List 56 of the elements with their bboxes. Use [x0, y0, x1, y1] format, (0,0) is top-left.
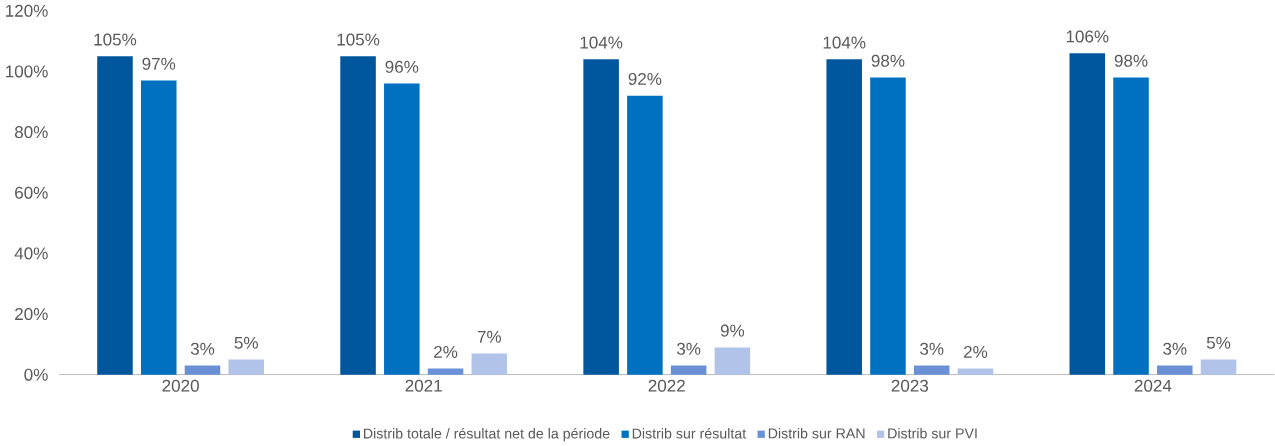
bar [1157, 365, 1193, 375]
bar [913, 365, 950, 375]
legend-label: Distrib sur résultat [632, 427, 747, 439]
x-tick-label: 2023 [891, 379, 929, 392]
bar [1113, 77, 1149, 375]
data-label: 7% [477, 330, 502, 343]
data-label: 3% [920, 342, 944, 355]
data-label: 105% [94, 33, 137, 46]
data-label: 2% [963, 345, 988, 358]
data-label: 104% [823, 36, 866, 49]
bar [670, 365, 707, 375]
data-label: 98% [871, 54, 905, 67]
y-tick-label: 0% [24, 368, 48, 381]
y-tick-label: 60% [15, 186, 48, 199]
data-label: 2% [434, 345, 458, 358]
data-label: 5% [1206, 336, 1231, 349]
legend-label: Distrib totale / résultat net de la période [364, 427, 610, 442]
data-label: 3% [190, 342, 215, 355]
bar [627, 95, 663, 375]
y-tick-label: 40% [14, 247, 48, 260]
bar [184, 365, 221, 375]
data-label: 96% [385, 60, 419, 73]
bar [471, 353, 508, 375]
data-label: 97% [142, 57, 176, 70]
data-label: 9% [720, 324, 745, 337]
y-tick-label: 100% [6, 65, 48, 78]
data-label: 98% [1114, 54, 1148, 67]
y-tick-label: 80% [14, 125, 48, 138]
x-tick-label: 2022 [648, 379, 685, 392]
y-tick-label: 20% [15, 307, 48, 320]
data-label: 104% [580, 36, 623, 49]
bar [340, 56, 376, 375]
bar [1200, 359, 1237, 375]
legend-label: Distrib sur PVI [888, 427, 977, 439]
bar [957, 368, 994, 375]
bar [427, 368, 464, 375]
bar [97, 56, 133, 375]
x-tick-label: 2020 [162, 379, 199, 392]
y-tick-label: 120% [6, 4, 48, 17]
bar [870, 77, 906, 375]
data-label: 5% [234, 336, 258, 349]
data-label: 3% [1163, 342, 1187, 355]
x-tick-label: 2021 [405, 379, 442, 392]
data-label: 106% [1066, 30, 1109, 43]
legend-label: Distrib sur RAN [768, 427, 865, 439]
bar [1069, 53, 1106, 375]
bar [140, 80, 177, 375]
bar [228, 359, 265, 375]
x-tick-label: 2024 [1134, 379, 1172, 392]
data-label: 105% [337, 33, 380, 46]
bar [826, 59, 862, 375]
bar [583, 59, 619, 375]
data-label: 92% [628, 72, 662, 85]
bar [384, 83, 420, 375]
data-label: 3% [676, 342, 701, 355]
bar [714, 347, 751, 375]
